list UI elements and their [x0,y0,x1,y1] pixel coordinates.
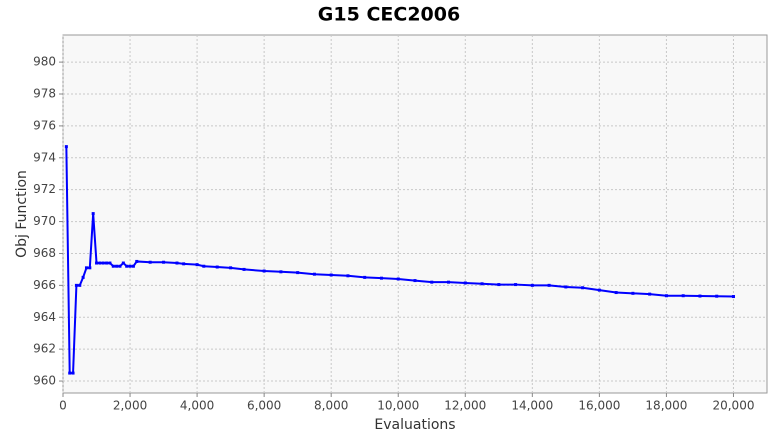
y-tick-label: 976 [33,118,56,132]
y-tick-label: 968 [33,246,56,260]
x-tick-label: 6,000 [247,399,281,413]
point [91,212,95,216]
y-tick-label: 960 [33,374,56,388]
point [118,264,122,268]
point [648,292,652,296]
point [497,283,501,287]
point [597,288,601,292]
point [413,279,417,283]
y-tick-label: 974 [33,150,56,164]
point [81,275,85,279]
point [135,259,139,263]
x-tick-label: 14,000 [511,399,553,413]
point [681,294,685,298]
x-tick-label: 2,000 [113,399,147,413]
point [581,286,585,290]
y-axis-title: Obj Function [14,170,30,258]
point [715,294,719,298]
point [98,261,102,265]
point [463,281,467,285]
x-tick-label: 16,000 [578,399,620,413]
point [229,266,233,270]
point [64,145,68,149]
x-tick-label: 4,000 [180,399,214,413]
point [111,264,115,268]
point [88,266,92,270]
y-tick-label: 964 [33,310,56,324]
point [363,275,367,279]
point [215,265,219,269]
y-tick-label: 972 [33,182,56,196]
x-tick-label: 8,000 [314,399,348,413]
point [731,295,735,299]
x-tick-label: 18,000 [645,399,687,413]
point [564,285,568,289]
y-tick-label: 962 [33,342,56,356]
point [296,271,300,275]
plot-area [62,34,768,394]
y-tick-label: 966 [33,278,56,292]
point [379,276,383,280]
point [68,371,72,375]
point [329,273,333,277]
point [128,264,132,268]
x-tick-label: 20,000 [712,399,754,413]
y-tick-label: 980 [33,55,56,69]
point [162,260,166,264]
point [84,266,88,270]
point [182,262,186,266]
point [105,261,109,265]
point [530,283,534,287]
point [78,283,82,287]
point [312,272,316,276]
point [175,261,179,265]
point [101,261,105,265]
point [242,267,246,271]
point [279,270,283,274]
point [121,261,125,265]
point [614,291,618,295]
point [108,261,112,265]
y-tick-label: 978 [33,87,56,101]
point [148,260,152,264]
x-tick-label: 10,000 [377,399,419,413]
point [74,283,78,287]
point [131,264,135,268]
point [698,294,702,298]
point [71,371,75,375]
y-tick-label: 970 [33,214,56,228]
point [262,269,266,273]
point [664,294,668,298]
chart-title: G15 CEC2006 [318,4,460,26]
point [125,264,129,268]
point [202,264,206,268]
point [514,283,518,287]
x-tick-label: 0 [59,399,67,413]
point [631,291,635,295]
point [115,264,119,268]
point [547,283,551,287]
point [346,274,350,278]
x-axis-title: Evaluations [374,417,455,433]
x-tick-label: 12,000 [444,399,486,413]
point [447,280,451,284]
point [396,277,400,281]
point [480,282,484,286]
point [195,263,199,267]
point [95,261,99,265]
point [430,280,434,284]
